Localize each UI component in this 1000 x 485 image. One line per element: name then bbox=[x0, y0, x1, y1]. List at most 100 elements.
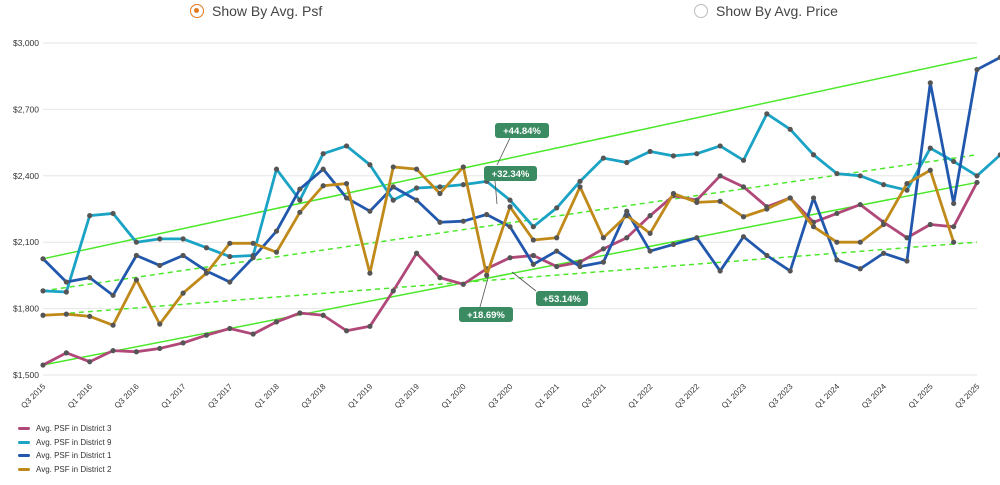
annotation-leader bbox=[511, 271, 537, 292]
data-point bbox=[857, 173, 863, 179]
legend-label: Avg. PSF in District 3 bbox=[36, 424, 112, 434]
data-point bbox=[647, 248, 653, 254]
legend-item[interactable]: Avg. PSF in District 9 bbox=[18, 436, 111, 450]
x-tick-label: Q1 2022 bbox=[626, 382, 654, 410]
legend-item[interactable]: Avg. PSF in District 1 bbox=[18, 449, 111, 463]
data-point bbox=[810, 195, 817, 201]
y-tick-label: $2,100 bbox=[13, 237, 39, 247]
data-point bbox=[764, 111, 770, 117]
data-point bbox=[507, 204, 513, 210]
x-tick-label: Q3 2024 bbox=[860, 382, 888, 410]
data-point bbox=[180, 236, 186, 242]
data-point bbox=[157, 345, 163, 352]
data-point bbox=[157, 262, 163, 269]
data-point bbox=[63, 311, 69, 317]
data-point bbox=[507, 224, 513, 230]
data-point bbox=[951, 239, 957, 245]
toggle-avg-price[interactable]: Show By Avg. Price bbox=[694, 3, 838, 19]
legend-swatch bbox=[18, 467, 30, 471]
data-point bbox=[857, 266, 863, 272]
data-point bbox=[927, 80, 933, 86]
trend-line bbox=[42, 181, 978, 366]
data-point bbox=[110, 210, 116, 217]
legend-item[interactable]: Avg. PSF in District 3 bbox=[18, 422, 111, 436]
data-point bbox=[367, 270, 373, 276]
data-point bbox=[740, 184, 747, 190]
data-point bbox=[343, 143, 350, 149]
data-point bbox=[554, 263, 560, 270]
data-point bbox=[694, 151, 700, 157]
annotation-leader bbox=[479, 277, 489, 308]
data-point bbox=[273, 319, 280, 325]
toggle-avg-psf[interactable]: Show By Avg. Psf bbox=[190, 3, 322, 19]
data-point bbox=[437, 184, 443, 190]
data-point bbox=[787, 126, 793, 132]
data-point bbox=[997, 54, 1000, 60]
x-tick-label: Q3 2020 bbox=[486, 382, 514, 410]
radio-avg-price[interactable] bbox=[694, 4, 708, 18]
data-point bbox=[507, 197, 513, 203]
x-tick-label: Q1 2024 bbox=[813, 382, 841, 410]
data-point bbox=[600, 235, 607, 241]
annotation-badge bbox=[459, 307, 513, 322]
radio-avg-psf[interactable] bbox=[190, 4, 204, 18]
data-point bbox=[320, 183, 326, 189]
data-point bbox=[624, 159, 630, 166]
data-point bbox=[717, 173, 723, 179]
data-point bbox=[764, 252, 770, 259]
data-point bbox=[460, 281, 466, 287]
trend-line bbox=[42, 241, 978, 316]
legend-swatch bbox=[18, 440, 30, 444]
data-point bbox=[507, 255, 513, 261]
data-point bbox=[647, 213, 653, 219]
data-point bbox=[834, 239, 840, 245]
data-point bbox=[694, 199, 700, 205]
x-tick-label: Q1 2023 bbox=[720, 382, 748, 410]
data-point bbox=[133, 252, 139, 259]
data-point bbox=[437, 190, 443, 197]
data-point bbox=[484, 211, 490, 218]
trend-line bbox=[42, 56, 978, 260]
legend-item[interactable]: Avg. PSF in District 2 bbox=[18, 463, 111, 477]
data-point bbox=[834, 170, 840, 177]
data-point bbox=[297, 186, 303, 192]
data-point bbox=[414, 197, 420, 203]
data-point bbox=[40, 362, 46, 368]
data-point bbox=[484, 272, 490, 278]
annotation-label: +18.69% bbox=[467, 310, 505, 321]
data-point bbox=[951, 158, 957, 165]
data-point bbox=[343, 180, 350, 187]
data-point bbox=[87, 275, 93, 281]
data-point bbox=[133, 349, 139, 355]
y-tick-label: $1,800 bbox=[13, 304, 39, 314]
data-point bbox=[647, 148, 653, 155]
legend-label: Avg. PSF in District 9 bbox=[36, 437, 112, 447]
data-point bbox=[40, 288, 46, 294]
x-tick-label: Q1 2016 bbox=[66, 382, 94, 410]
data-point bbox=[87, 313, 93, 319]
data-point bbox=[87, 359, 93, 365]
data-point bbox=[554, 235, 560, 241]
data-point bbox=[927, 221, 933, 228]
data-point bbox=[670, 190, 677, 197]
data-point bbox=[297, 310, 303, 316]
x-tick-label: Q1 2019 bbox=[346, 382, 374, 410]
data-point bbox=[180, 340, 186, 346]
data-point bbox=[647, 230, 653, 236]
data-point bbox=[834, 210, 840, 217]
data-point bbox=[787, 195, 793, 201]
annotation-label: +32.34% bbox=[492, 169, 530, 180]
x-tick-label: Q3 2023 bbox=[767, 382, 795, 410]
data-point bbox=[343, 195, 350, 201]
annotation-badge bbox=[484, 166, 537, 181]
data-point bbox=[624, 208, 630, 214]
data-point bbox=[367, 208, 373, 214]
x-tick-label: Q3 2015 bbox=[19, 382, 47, 410]
x-tick-label: Q3 2018 bbox=[300, 382, 328, 410]
data-point bbox=[927, 167, 933, 173]
data-point bbox=[273, 249, 280, 255]
data-point bbox=[530, 252, 536, 259]
data-point bbox=[203, 332, 210, 338]
x-tick-label: Q1 2021 bbox=[533, 382, 561, 410]
data-point bbox=[367, 323, 373, 329]
